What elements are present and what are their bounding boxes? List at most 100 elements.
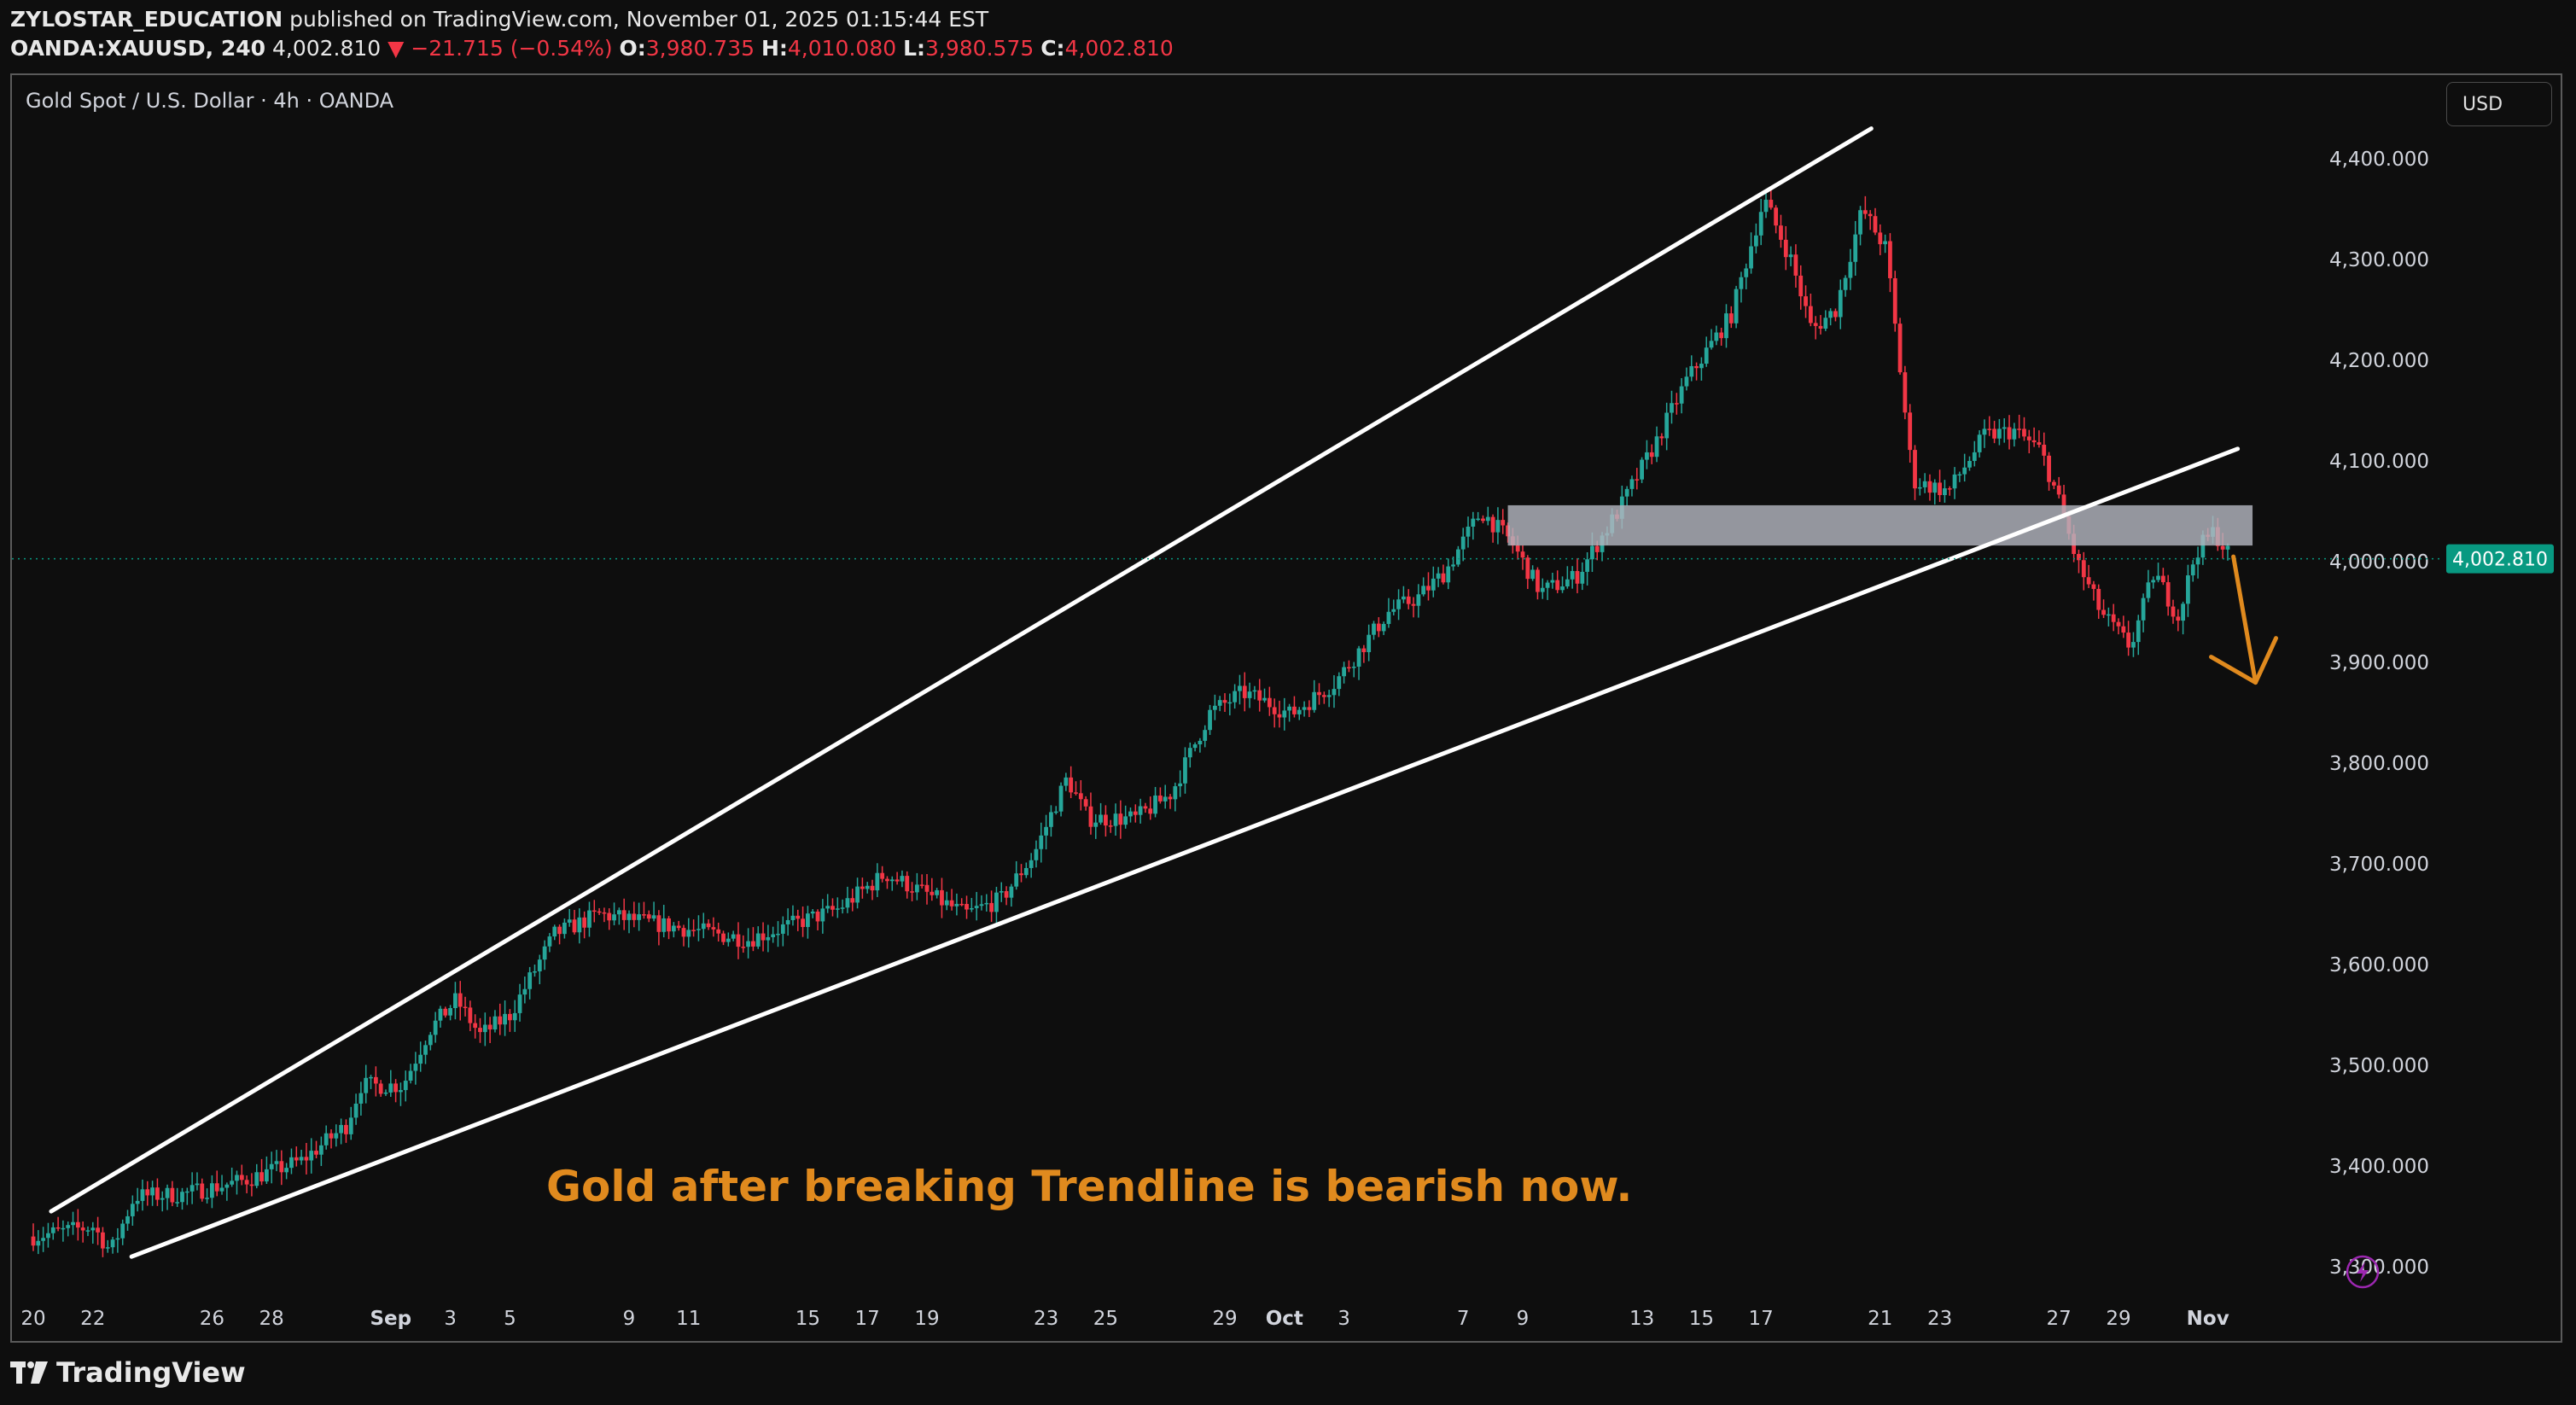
candle-body [1540, 587, 1545, 592]
candle-body [150, 1187, 154, 1196]
candle-body [885, 878, 889, 882]
candle-body [1798, 275, 1804, 297]
candle-body [1570, 570, 1575, 580]
candle-body [935, 889, 940, 895]
candle-body [1168, 796, 1173, 800]
candle-body [1118, 813, 1123, 825]
x-tick-label: 25 [1093, 1308, 1118, 1330]
candle-body [1074, 792, 1078, 794]
candle-body [1143, 806, 1148, 809]
candle-body [468, 1007, 473, 1023]
candle-body [294, 1157, 299, 1161]
candle-body [796, 915, 801, 919]
candle-body [1734, 289, 1739, 324]
candle-body [2056, 485, 2061, 495]
candle-body [239, 1175, 244, 1181]
candle-body [1282, 710, 1287, 718]
x-tick-label: 5 [504, 1308, 516, 1330]
y-tick-label: 3,700.000 [2329, 854, 2429, 876]
candle-body [1769, 199, 1774, 208]
candle-body [339, 1124, 344, 1134]
candle-body [940, 889, 944, 906]
currency-button[interactable]: USD [2446, 82, 2552, 126]
last-price-badge-label: 4,002.810 [2452, 550, 2548, 571]
candle-body [1302, 707, 1307, 710]
candle-body [999, 890, 1004, 893]
candle-body [646, 914, 651, 919]
candle-body [314, 1151, 318, 1155]
candle-body [344, 1124, 348, 1134]
candle-body [1391, 609, 1396, 612]
candle-body [1312, 691, 1317, 710]
candle-body [671, 925, 676, 932]
candle-body [2225, 545, 2230, 550]
candle-body [1019, 873, 1023, 876]
candle-body [860, 886, 865, 889]
candle-body [1530, 569, 1536, 580]
candle-body [790, 915, 796, 920]
author-name[interactable]: ZYLOSTAR_EDUCATION [10, 7, 283, 32]
candle-body [1238, 685, 1242, 691]
candle-body [334, 1133, 339, 1139]
candle-body [1838, 289, 1843, 318]
candle-body [66, 1225, 71, 1228]
candle-body [1779, 225, 1783, 240]
candle-body [438, 1008, 443, 1021]
chart-annotation: Gold after breaking Trendline is bearish… [546, 1162, 1632, 1211]
candle-body [696, 929, 701, 930]
candle-body [2181, 603, 2186, 621]
candle-body [522, 988, 527, 995]
candle-body [1788, 254, 1793, 258]
candle-body [2081, 560, 2086, 578]
candle-body [1332, 689, 1337, 696]
candle-body [785, 919, 790, 924]
candle-body [900, 876, 905, 882]
x-tick-label: Sep [370, 1308, 411, 1330]
candle-body [115, 1238, 120, 1240]
candle-body [533, 971, 537, 973]
candle-body [562, 922, 567, 935]
candle-body [731, 934, 736, 939]
candle-body [364, 1077, 369, 1093]
candle-body [1039, 835, 1044, 849]
candle-body [1813, 323, 1818, 326]
publish-info: published on TradingView.com, November 0… [283, 7, 989, 32]
candle-body [949, 900, 954, 907]
candle-body [711, 927, 716, 930]
chart-title[interactable]: Gold Spot / U.S. Dollar · 4h · OANDA [26, 89, 394, 113]
candle-body [388, 1083, 393, 1093]
candle-body [498, 1016, 503, 1025]
candle-body [1749, 246, 1753, 269]
candle-body [46, 1233, 50, 1239]
tradingview-logo[interactable]: TradingView [10, 1355, 246, 1390]
candle-body [1873, 216, 1878, 233]
candle-body [189, 1185, 195, 1192]
candle-body [130, 1204, 135, 1216]
chart-frame[interactable] [10, 73, 2562, 1343]
candle-body [761, 933, 766, 941]
candle-body [1157, 795, 1163, 802]
candle-body [1307, 707, 1312, 710]
candle-body [651, 915, 656, 919]
candle-body [1888, 241, 1892, 278]
candle-body [2091, 584, 2096, 589]
candle-body [537, 959, 542, 971]
candle-body [482, 1024, 487, 1033]
candle-body [1466, 526, 1471, 537]
candle-body [2190, 564, 2195, 576]
candle-body [244, 1180, 249, 1185]
candle-body [1868, 213, 1873, 217]
candle-body [642, 914, 646, 916]
candle-body [453, 993, 458, 1009]
x-tick-label: 29 [2106, 1308, 2130, 1330]
candle-body [1416, 594, 1421, 606]
candle-body [616, 910, 621, 915]
candle-body [1203, 730, 1208, 741]
candle-body [1714, 332, 1719, 341]
candle-body [1058, 785, 1064, 812]
candle-body [96, 1227, 101, 1233]
candle-body [125, 1216, 130, 1224]
candle-body [1659, 436, 1664, 439]
candle-body [1053, 811, 1058, 813]
